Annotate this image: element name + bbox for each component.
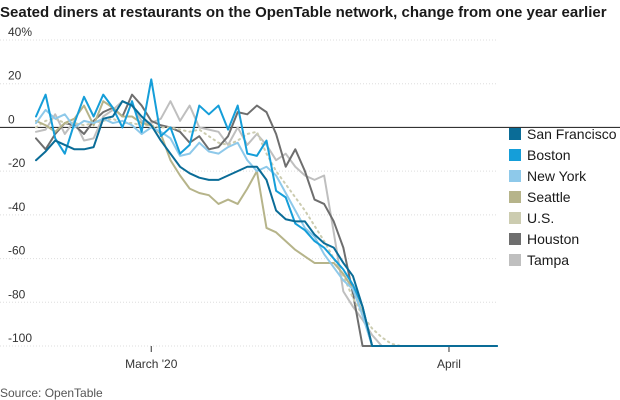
legend-swatch bbox=[509, 128, 521, 140]
legend-label: Houston bbox=[527, 231, 579, 247]
legend-label: Seattle bbox=[527, 189, 571, 205]
x-tick-label: April bbox=[437, 357, 461, 371]
y-tick-label: -100 bbox=[8, 331, 32, 345]
legend-swatch bbox=[509, 170, 521, 182]
legend-item-seattle: Seattle bbox=[509, 189, 571, 205]
legend-swatch bbox=[509, 212, 521, 224]
legend-label: New York bbox=[527, 168, 587, 184]
axis-layer: 40% 20 0 -20 -40 -60 -80 -100 March '20 April bbox=[8, 25, 461, 371]
series-line-seattle bbox=[35, 100, 498, 347]
legend-label: U.S. bbox=[527, 210, 554, 226]
y-tick-label: -60 bbox=[8, 244, 26, 258]
y-tick-label: -20 bbox=[8, 156, 26, 170]
legend-swatch bbox=[509, 191, 521, 203]
legend-swatch bbox=[509, 149, 521, 161]
legend-label: Tampa bbox=[527, 252, 569, 268]
y-tick-label: 40% bbox=[8, 25, 32, 39]
legend-item-houston: Houston bbox=[509, 231, 579, 247]
series-line-san-francisco bbox=[35, 100, 498, 347]
legend-item-boston: Boston bbox=[509, 147, 571, 163]
x-tick-label: March '20 bbox=[125, 357, 178, 371]
legend-item-new-york: New York bbox=[509, 168, 587, 184]
y-tick-label: -40 bbox=[8, 200, 26, 214]
legend: San Francisco Boston New York Seattle U.S. Ho… bbox=[509, 126, 617, 268]
series-line-houston bbox=[35, 93, 498, 347]
y-tick-label: -80 bbox=[8, 287, 26, 301]
legend-swatch bbox=[509, 254, 521, 266]
series-layer bbox=[35, 78, 498, 347]
legend-label: Boston bbox=[527, 147, 571, 163]
legend-item-san-francisco: San Francisco bbox=[509, 126, 617, 142]
y-tick-label: 0 bbox=[8, 112, 15, 126]
legend-label: San Francisco bbox=[527, 126, 617, 142]
source-note: Source: OpenTable bbox=[0, 386, 103, 400]
legend-item-tampa: Tampa bbox=[509, 252, 569, 268]
legend-item-u-s: U.S. bbox=[509, 210, 554, 226]
legend-swatch bbox=[509, 233, 521, 245]
y-tick-label: 20 bbox=[8, 69, 22, 83]
series-line-u-s bbox=[35, 117, 498, 347]
chart-title: Seated diners at restaurants on the Open… bbox=[0, 4, 607, 21]
